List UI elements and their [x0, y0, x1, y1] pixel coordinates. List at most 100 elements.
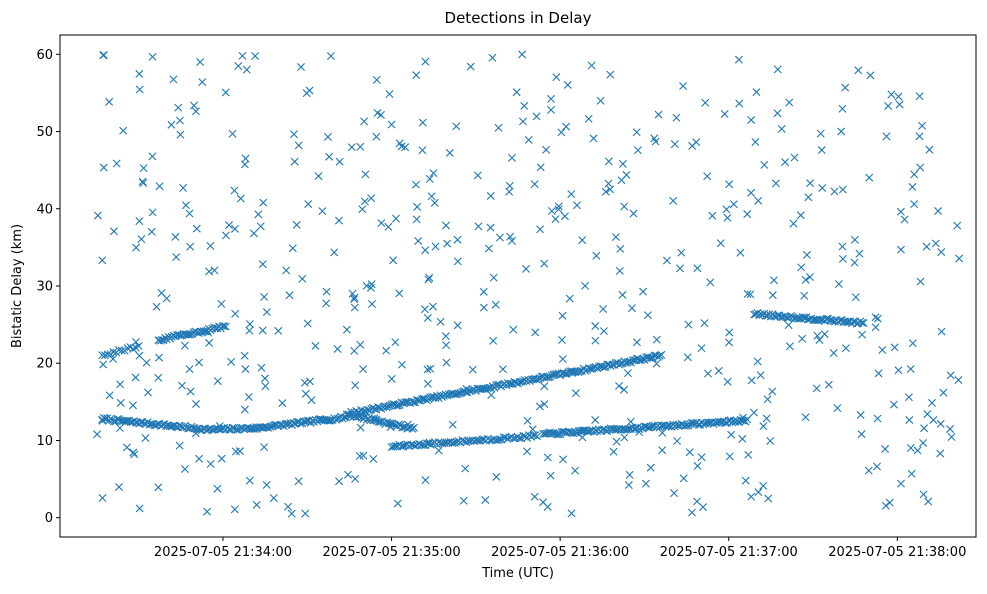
detection-point [946, 424, 955, 433]
detection-point [768, 387, 777, 396]
detection-point [900, 215, 909, 224]
detection-point [424, 275, 433, 284]
detection-point [425, 174, 434, 183]
detection-point [871, 323, 880, 332]
detection-point [430, 198, 439, 207]
detection-point [372, 75, 381, 84]
detection-point [221, 88, 230, 97]
detection-point [269, 494, 278, 503]
detection-point [452, 122, 461, 131]
detection-point [554, 205, 563, 214]
detection-point [397, 142, 406, 151]
detection-point [882, 132, 891, 141]
detection-point [787, 311, 796, 320]
detection-point [749, 408, 758, 417]
detection-point [552, 430, 561, 439]
detection-point [361, 170, 370, 179]
detection-point [738, 434, 747, 443]
detection-point [155, 182, 164, 191]
detection-point [334, 216, 343, 225]
detection-point [658, 446, 667, 455]
detection-point [816, 129, 825, 138]
detection-point [554, 202, 563, 211]
detection-point [540, 382, 549, 391]
detection-point [443, 239, 452, 248]
detection-point [716, 239, 725, 248]
detection-point [540, 259, 549, 268]
detection-point [773, 65, 782, 74]
detection-point [115, 482, 123, 491]
detection-point [895, 100, 904, 109]
detection-point [445, 148, 454, 157]
detection-point [480, 384, 489, 393]
detection-point [874, 369, 883, 378]
detection-point [743, 290, 752, 298]
detection-point [615, 381, 624, 390]
detection-point [409, 398, 418, 407]
detection-point [278, 399, 287, 408]
detection-point [230, 505, 239, 514]
detection-point [130, 450, 139, 459]
detection-point [633, 146, 642, 155]
detection-point [99, 163, 108, 172]
detection-point [606, 185, 615, 194]
detection-point [370, 414, 379, 423]
detection-point [760, 160, 769, 169]
detection-point [646, 463, 655, 472]
detection-point [565, 294, 574, 303]
detection-point [563, 80, 572, 89]
detection-point [571, 466, 580, 475]
detection-point [191, 429, 200, 438]
x-tick-label: 2025-07-05 21:34:00 [154, 545, 292, 560]
detection-point [231, 447, 240, 456]
detection-point [240, 405, 249, 414]
detection-point [518, 50, 527, 59]
detection-point [325, 416, 334, 425]
detection-point [314, 172, 323, 181]
detection-point [213, 484, 222, 493]
detection-point [421, 476, 430, 485]
detection-point [442, 341, 451, 350]
detection-point [859, 319, 868, 328]
detection-point [927, 398, 936, 407]
detection-point [453, 321, 462, 330]
detection-point [841, 344, 850, 353]
detection-point [547, 429, 556, 438]
detection-point [906, 444, 915, 453]
detection-point [350, 295, 359, 304]
detection-point [258, 326, 267, 335]
detection-point [894, 366, 903, 375]
detection-point [599, 327, 608, 336]
detection-point [421, 246, 430, 255]
detection-point [857, 430, 866, 439]
detection-point [116, 380, 125, 389]
detection-point [128, 401, 137, 410]
detection-point [132, 243, 141, 252]
detection-point [119, 126, 128, 135]
detection-point [152, 302, 161, 311]
detection-point [479, 287, 488, 296]
detection-point [179, 183, 188, 192]
detection-point [706, 278, 715, 287]
detection-point [915, 92, 924, 101]
detection-point [230, 186, 239, 195]
detection-point [922, 242, 931, 251]
detection-point [335, 477, 344, 486]
detection-point [673, 436, 682, 445]
detection-point [98, 493, 107, 502]
detection-point [641, 479, 650, 488]
detection-point [693, 461, 702, 470]
detection-point [934, 207, 943, 216]
detection-point [785, 98, 794, 107]
detection-point [186, 330, 195, 339]
detection-point [858, 330, 867, 339]
detection-point [632, 338, 641, 347]
detection-point [946, 371, 955, 380]
detection-point [955, 254, 964, 263]
detection-point [720, 109, 729, 118]
detection-point [393, 499, 402, 508]
detection-point [473, 171, 482, 180]
detection-point [486, 191, 495, 200]
detection-point [287, 509, 296, 518]
detection-point [304, 200, 313, 209]
